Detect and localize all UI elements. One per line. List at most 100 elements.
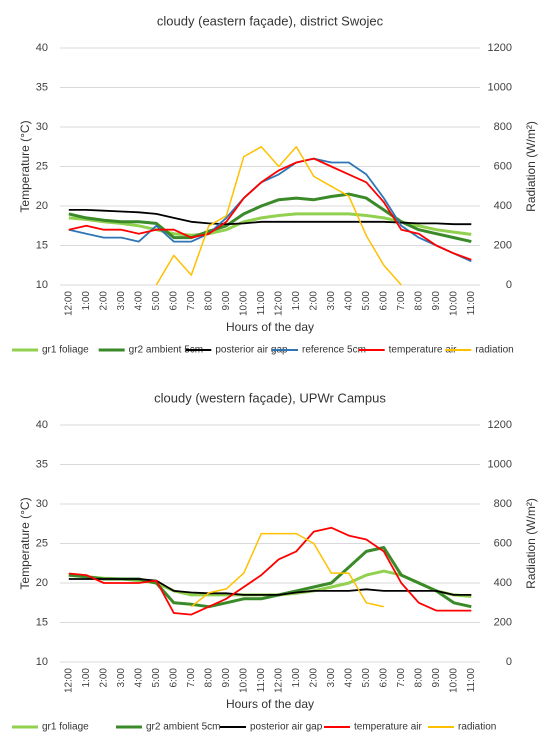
y2-tick-label: 1000 (488, 81, 512, 93)
x-tick-label: 4:00 (133, 668, 144, 688)
series-line (68, 526, 472, 616)
series-line (155, 146, 402, 286)
y2-tick-label: 200 (494, 239, 512, 251)
legend-label: posterior air gap (215, 345, 288, 356)
y2-tick-label: 1200 (488, 42, 512, 54)
y2-tick-label: 800 (494, 121, 512, 133)
legend-label: gr2 ambient 5cm (146, 722, 220, 733)
x-tick-label: 1:00 (291, 291, 302, 311)
x-tick-label: 4:00 (343, 291, 354, 311)
legend-label: temperature air (389, 345, 457, 356)
x-tick-label: 7:00 (396, 291, 407, 311)
y-tick-label: 30 (36, 121, 48, 133)
x-tick-label: 4:00 (343, 668, 354, 688)
legend-label: posterior air gap (250, 722, 323, 733)
x-tick-label: 6:00 (168, 668, 179, 688)
x-tick-label: 7:00 (186, 291, 197, 311)
x-tick-label: 10:00 (238, 291, 249, 316)
y-axis-title: Temperature (°C) (18, 120, 32, 212)
series-line (190, 532, 384, 608)
y-tick-label: 20 (36, 577, 48, 589)
x-tick-label: 9:00 (431, 291, 442, 311)
x-tick-label: 5:00 (151, 668, 162, 688)
x-tick-label: 6:00 (378, 668, 389, 688)
x-tick-label: 10:00 (448, 291, 459, 316)
y2-axis-title: Radiation (W/m²) (524, 498, 538, 589)
x-tick-label: 7:00 (186, 668, 197, 688)
chart-title: cloudy (western façade), UPWr Campus (154, 390, 386, 405)
series-line (68, 157, 472, 261)
series-line (68, 546, 472, 609)
legend-label: reference 5cm (302, 345, 366, 356)
x-tick-label: 1:00 (81, 291, 92, 311)
x-tick-label: 3:00 (116, 291, 127, 311)
chart-title: cloudy (eastern façade), district Swojec (157, 13, 384, 28)
x-tick-label: 3:00 (116, 668, 127, 688)
y2-tick-label: 600 (494, 160, 512, 172)
legend-label: gr1 foliage (42, 345, 89, 356)
legend-label: temperature air (354, 722, 422, 733)
y-tick-label: 35 (36, 458, 48, 470)
x-tick-label: 12:00 (63, 291, 74, 316)
y-tick-label: 25 (36, 537, 48, 549)
y2-tick-label: 1200 (488, 419, 512, 431)
x-tick-label: 8:00 (413, 291, 424, 311)
x-tick-label: 6:00 (378, 291, 389, 311)
x-tick-label: 5:00 (361, 668, 372, 688)
x-axis-title: Hours of the day (226, 697, 314, 711)
y2-tick-label: 0 (506, 656, 512, 668)
x-tick-label: 9:00 (431, 668, 442, 688)
series-line (68, 209, 472, 226)
x-tick-label: 1:00 (81, 668, 92, 688)
legend-label: radiation (458, 722, 496, 733)
y2-tick-label: 400 (494, 200, 512, 212)
x-tick-label: 8:00 (203, 668, 214, 688)
x-tick-label: 12:00 (273, 291, 284, 316)
y-tick-label: 10 (36, 656, 48, 668)
legend-label: gr2 ambient 5cm (129, 345, 203, 356)
y2-tick-label: 200 (494, 616, 512, 628)
y-tick-label: 15 (36, 616, 48, 628)
y2-tick-label: 0 (506, 279, 512, 291)
x-tick-label: 4:00 (133, 291, 144, 311)
x-tick-label: 12:00 (273, 668, 284, 693)
x-tick-label: 8:00 (203, 291, 214, 311)
x-tick-label: 9:00 (221, 291, 232, 311)
y-tick-label: 40 (36, 42, 48, 54)
series-line (68, 157, 472, 263)
x-tick-label: 3:00 (326, 668, 337, 688)
y-tick-label: 10 (36, 279, 48, 291)
y-tick-label: 20 (36, 200, 48, 212)
x-tick-label: 9:00 (221, 668, 232, 688)
y-tick-label: 35 (36, 81, 48, 93)
y-axis-title: Temperature (°C) (18, 497, 32, 589)
y2-tick-label: 400 (494, 577, 512, 589)
x-tick-label: 11:00 (466, 668, 477, 693)
legend-label: radiation (475, 345, 513, 356)
x-tick-label: 11:00 (256, 291, 267, 316)
x-tick-label: 10:00 (238, 668, 249, 693)
x-tick-label: 8:00 (413, 668, 424, 688)
x-tick-label: 3:00 (326, 291, 337, 311)
y-tick-label: 15 (36, 239, 48, 251)
x-tick-label: 2:00 (98, 668, 109, 688)
x-tick-label: 10:00 (448, 668, 459, 693)
y-tick-label: 25 (36, 160, 48, 172)
y2-tick-label: 600 (494, 537, 512, 549)
x-tick-label: 12:00 (63, 668, 74, 693)
legend-label: gr1 foliage (42, 722, 89, 733)
x-tick-label: 7:00 (396, 668, 407, 688)
series-line (68, 578, 472, 596)
x-tick-label: 2:00 (98, 291, 109, 311)
x-tick-label: 6:00 (168, 291, 179, 311)
y-tick-label: 40 (36, 419, 48, 431)
y2-tick-label: 800 (494, 498, 512, 510)
x-tick-label: 5:00 (151, 291, 162, 311)
x-tick-label: 2:00 (308, 291, 319, 311)
y2-tick-label: 1000 (488, 458, 512, 470)
x-tick-label: 5:00 (361, 291, 372, 311)
y2-axis-title: Radiation (W/m²) (524, 121, 538, 212)
x-tick-label: 11:00 (466, 291, 477, 316)
x-tick-label: 2:00 (308, 668, 319, 688)
